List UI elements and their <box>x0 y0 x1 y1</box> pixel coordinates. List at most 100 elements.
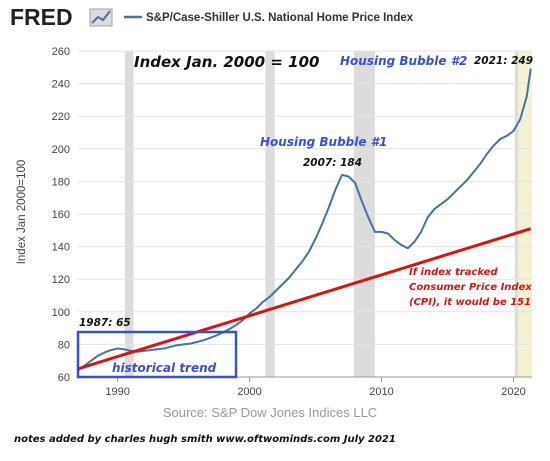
hpi-point <box>123 348 125 350</box>
peak-2007-label: 2007: 184 <box>303 157 362 169</box>
index-base-note: Index Jan. 2000 = 100 <box>134 53 319 71</box>
hpi-point <box>288 276 290 279</box>
y-tick-label-120: 120 <box>52 274 70 286</box>
hpi-point <box>209 337 211 339</box>
hpi-point <box>530 68 532 70</box>
x-tick-label-2000: 2000 <box>237 386 261 398</box>
hpi-point <box>295 268 297 271</box>
hpi-point <box>116 347 119 350</box>
hpi-point <box>169 346 171 348</box>
hpi-point <box>334 188 336 191</box>
y-tick-label-140: 140 <box>52 242 70 254</box>
hpi-point <box>347 175 350 178</box>
hpi-point <box>275 290 277 292</box>
hpi-point <box>526 96 528 98</box>
hpi-point <box>281 283 284 285</box>
hpi-point <box>453 192 455 194</box>
cpi-note-line-1: If index tracked <box>409 267 498 278</box>
bubble-1-label: Housing Bubble #1 <box>260 135 387 149</box>
hpi-point <box>262 301 264 303</box>
hpi-point <box>420 231 422 233</box>
hpi-point <box>328 206 330 209</box>
source-text: Source: S&P Dow Jones Indices LLC <box>163 405 377 420</box>
hpi-point <box>413 241 416 243</box>
hpi-point <box>149 349 152 351</box>
x-tick-label-2010: 2010 <box>369 386 393 398</box>
hpi-point <box>182 343 185 345</box>
x-tick-label-2020: 2020 <box>501 386 525 398</box>
cpi-trend-line <box>77 227 532 371</box>
y-axis-label: Index Jan 2000=100 <box>16 160 28 265</box>
hpi-point <box>268 296 270 298</box>
y-tick-label-160: 160 <box>52 209 70 221</box>
fred-logo-icon <box>89 8 113 27</box>
y-tick-label-200: 200 <box>52 144 70 156</box>
y-tick-label-80: 80 <box>58 339 70 351</box>
hpi-point <box>242 319 244 321</box>
cpi-note-line-3: (CPI), it would be 151 <box>409 297 531 308</box>
hpi-point <box>361 200 363 202</box>
hpi-point <box>407 247 409 249</box>
hpi-point <box>301 260 303 262</box>
hpi-point <box>367 216 369 218</box>
hpi-point <box>512 130 515 132</box>
bubble-2-label: Housing Bubble #2 <box>340 54 467 68</box>
hpi-point <box>387 232 389 235</box>
hpi-point <box>321 223 323 225</box>
fred-logo-text: FRED <box>10 4 73 30</box>
x-tick-label-1990: 1990 <box>105 386 129 398</box>
hpi-series-line <box>77 68 532 372</box>
y-tick-label-220: 220 <box>52 111 70 123</box>
hpi-point <box>196 341 198 343</box>
hpi-point <box>486 153 488 155</box>
hpi-point <box>506 135 508 137</box>
hpi-point <box>433 208 435 210</box>
hpi-point <box>156 348 158 350</box>
end-2021-label: 2021: 249 <box>474 55 533 67</box>
hpi-point <box>394 239 396 241</box>
hpi-point <box>466 179 468 181</box>
y-tick-label-100: 100 <box>52 307 70 319</box>
y-tick-label-180: 180 <box>52 176 70 188</box>
start-1987-label: 1987: 65 <box>79 317 131 329</box>
hpi-point <box>202 339 204 341</box>
hpi-point <box>341 174 343 176</box>
hpi-point <box>97 355 99 357</box>
hpi-point <box>110 349 112 351</box>
hpi-point <box>460 185 462 187</box>
hpi-point <box>440 203 442 205</box>
hpi-point <box>103 351 105 354</box>
hpi-point <box>427 216 429 218</box>
hpi-point <box>248 312 251 315</box>
historical-trend-label: historical trend <box>112 361 217 375</box>
hpi-point <box>446 198 449 200</box>
hpi-point <box>215 334 218 337</box>
hpi-point <box>374 231 376 233</box>
hpi-point <box>354 182 356 184</box>
cpi-note-line-2: Consumer Price Index <box>409 282 532 293</box>
y-tick-label-60: 60 <box>58 372 70 384</box>
hpi-point <box>314 237 317 240</box>
hpi-point <box>90 360 92 362</box>
hpi-point <box>235 324 237 326</box>
hpi-point <box>479 162 482 165</box>
hpi-point <box>519 118 521 121</box>
hpi-point <box>255 307 257 310</box>
hpi-point <box>499 138 501 140</box>
hpi-point <box>189 342 191 345</box>
hpi-point <box>473 171 475 173</box>
hpi-point <box>176 344 178 346</box>
hpi-point <box>400 244 402 246</box>
hpi-point <box>308 250 310 253</box>
y-tick-label-260: 260 <box>52 46 70 58</box>
y-tick-label-240: 240 <box>52 79 70 91</box>
hpi-point <box>493 144 495 147</box>
hpi-point <box>163 347 165 350</box>
hpi-point <box>143 350 145 352</box>
footer-note: notes added by charles hugh smith www.of… <box>14 434 396 445</box>
hpi-point <box>229 328 231 330</box>
hpi-point <box>380 231 383 233</box>
historical-trend-box <box>76 330 238 379</box>
legend-label: S&P/Case-Shiller U.S. National Home Pric… <box>146 12 414 24</box>
